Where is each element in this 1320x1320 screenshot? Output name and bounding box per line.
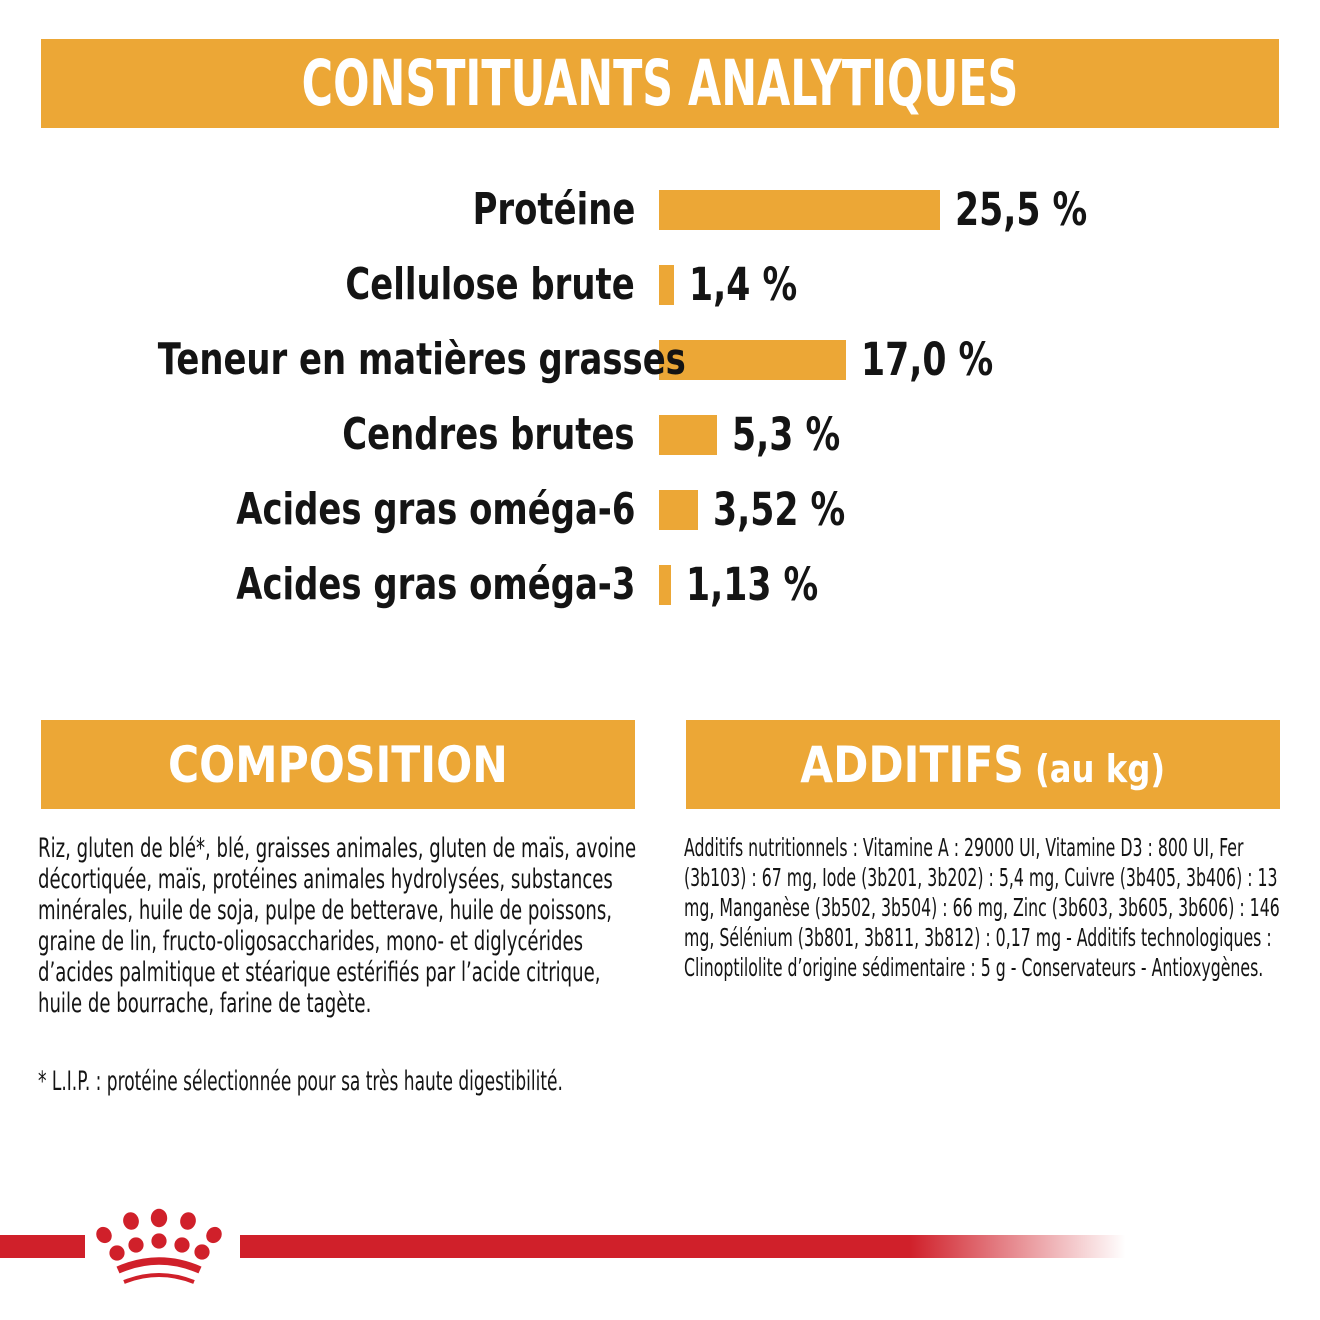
constituent-value: 25,5 % [955, 183, 1088, 236]
chart-row: Protéine 25,5 % [0, 183, 1320, 236]
chart-row: Cendres brutes 5,3 % [0, 408, 1320, 461]
constituent-value: 1,4 % [689, 258, 798, 311]
chart-row: Cellulose brute 1,4 % [0, 258, 1320, 311]
additives-title-unit: (au kg) [1035, 746, 1166, 791]
constituent-value: 5,3 % [732, 408, 841, 461]
lip-footnote: * L.I.P. : protéine sélectionnée pour sa… [38, 1066, 871, 1097]
composition-body: Riz, gluten de blé*, blé, graisses anima… [38, 833, 637, 1019]
constituent-bar [659, 565, 671, 605]
constituent-value: 17,0 % [861, 333, 994, 386]
chart-row: Teneur en matières grasses 17,0 % [0, 333, 1320, 386]
footer-stripe-left [0, 1235, 85, 1258]
constituent-label: Acides gras oméga-6 [235, 484, 635, 535]
constituent-value: 1,13 % [686, 558, 819, 611]
constituent-bar [659, 190, 940, 230]
analytical-constituents-title: CONSTITUANTS ANALYTIQUES [301, 47, 1019, 120]
footer-stripe-right-fading [240, 1235, 1320, 1258]
royal-canin-crown-logo [96, 1208, 222, 1284]
constituent-bar [659, 415, 717, 455]
additives-text-block: Additifs nutritionnels : Vitamine A : 29… [684, 833, 1284, 983]
constituent-label: Acides gras oméga-3 [235, 559, 635, 610]
composition-text-block: Riz, gluten de blé*, blé, graisses anima… [38, 833, 638, 1019]
constituents-bar-chart: Protéine 25,5 % Cellulose brute 1,4 % Te… [0, 183, 1320, 611]
constituent-bar [659, 265, 674, 305]
composition-title: COMPOSITION [168, 735, 508, 794]
analytical-constituents-header: CONSTITUANTS ANALYTIQUES [41, 39, 1279, 128]
composition-header: COMPOSITION [41, 720, 635, 809]
additives-title: ADDITIFS [800, 735, 1025, 794]
constituent-label: Protéine [472, 184, 635, 235]
constituent-label: Cendres brutes [342, 409, 635, 460]
additives-header: ADDITIFS (au kg) [686, 720, 1280, 809]
chart-row: Acides gras oméga-6 3,52 % [0, 483, 1320, 536]
constituent-bar [659, 490, 698, 530]
constituent-label: Cellulose brute [345, 259, 635, 310]
chart-row: Acides gras oméga-3 1,13 % [0, 558, 1320, 611]
constituent-label: Teneur en matières grasses [157, 334, 686, 385]
constituent-value: 3,52 % [713, 483, 846, 536]
constituent-bar [659, 340, 846, 380]
footnote-text: * L.I.P. : protéine sélectionnée pour sa… [38, 1066, 563, 1097]
additives-body: Additifs nutritionnels : Vitamine A : 29… [684, 833, 1280, 982]
